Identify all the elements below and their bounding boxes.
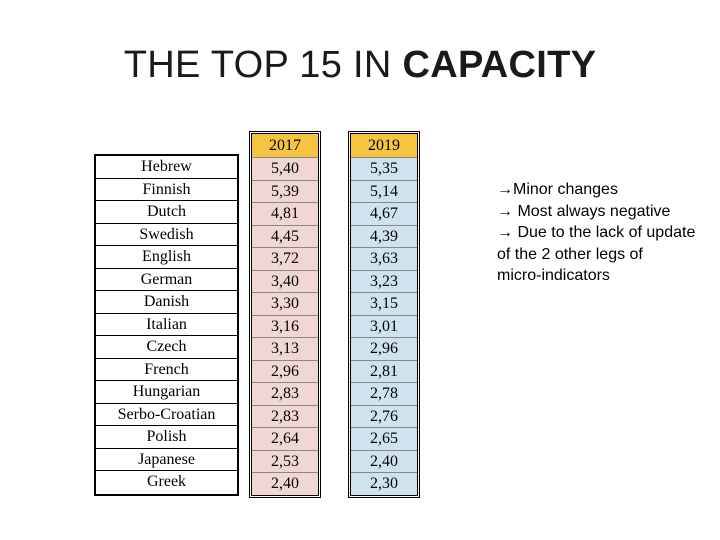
language-column: Hebrew Finnish Dutch Swedish English German Da…	[94, 154, 239, 496]
value-2019-cell: 4,67	[351, 202, 417, 225]
value-2019-cell: 2,30	[351, 472, 417, 495]
notes-text: →Minor changes → Most always negative → Du…	[497, 179, 720, 287]
value-2017-cell: 2,96	[252, 359, 318, 382]
language-cell: Serbo-Croatian	[96, 404, 237, 426]
value-2017-cell: 2,83	[252, 382, 318, 405]
value-2017-cell: 4,81	[252, 202, 318, 225]
value-2019-cell: 3,15	[351, 292, 417, 315]
language-cell: English	[96, 246, 237, 269]
value-2017-cell: 5,39	[252, 179, 318, 202]
value-2019-cell: 2,81	[351, 359, 417, 382]
value-2017-cell: 2,53	[252, 449, 318, 472]
value-2017-cell: 2,64	[252, 427, 318, 450]
language-cell: Czech	[96, 336, 237, 359]
value-2017-cell: 3,40	[252, 269, 318, 292]
value-2019-cell: 3,01	[351, 314, 417, 337]
value-2017-cell: 3,13	[252, 337, 318, 360]
column-2017: 2017 5,40 5,39 4,81 4,45 3,72 3,40 3,30 3,16 3,1…	[249, 131, 321, 498]
note-line: → Most always negative	[497, 202, 671, 220]
language-cell: German	[96, 269, 237, 291]
header-2017: 2017	[252, 134, 318, 157]
value-2017-cell: 3,30	[252, 292, 318, 315]
language-cell: Italian	[96, 314, 237, 336]
value-2017-cell: 2,83	[252, 404, 318, 427]
language-cell: Hebrew	[96, 156, 237, 179]
language-cell: Dutch	[96, 201, 237, 224]
value-2019-cell: 5,35	[351, 157, 417, 180]
column-2019: 2019 5,35 5,14 4,67 4,39 3,63 3,23 3,15 3,01 2,9…	[348, 131, 420, 498]
note-line: → Due to the lack of update	[497, 224, 696, 241]
language-cell: Greek	[146, 473, 187, 490]
value-2019-cell: 3,23	[351, 269, 417, 292]
note-line: of the 2 other legs of	[497, 245, 643, 263]
value-2017-cell: 3,72	[252, 247, 318, 270]
language-cell: Polish	[96, 426, 237, 449]
value-2019-cell: 4,39	[351, 224, 417, 247]
note-line: micro-indicators	[497, 267, 610, 284]
language-cell: Finnish	[96, 179, 237, 201]
value-2017-cell: 3,16	[252, 314, 318, 337]
value-2019-cell: 2,78	[351, 382, 417, 405]
value-2017-cell: 5,40	[252, 157, 318, 180]
title-prefix: THE TOP 15 IN	[123, 44, 403, 86]
note-line: →Minor changes	[497, 181, 618, 198]
value-2019-cell: 5,14	[351, 179, 417, 202]
language-cell: Danish	[96, 291, 237, 314]
value-2019-cell: 2,40	[351, 449, 417, 472]
slide-title: THE TOP 15 IN CAPACITY	[0, 44, 720, 87]
value-2017-cell: 4,45	[252, 224, 318, 247]
language-cell: Swedish	[96, 224, 237, 246]
language-cell: French	[96, 359, 237, 381]
header-2019: 2019	[351, 134, 417, 157]
value-2017-cell: 2,40	[252, 472, 318, 495]
value-2019-cell: 2,96	[351, 337, 417, 360]
value-2019-cell: 2,65	[351, 427, 417, 450]
title-bold: CAPACITY	[402, 44, 597, 86]
value-2019-cell: 3,63	[351, 247, 417, 270]
language-cell: Hungarian	[96, 381, 237, 404]
value-2019-cell: 2,76	[351, 404, 417, 427]
language-cell: Japanese	[96, 449, 237, 471]
